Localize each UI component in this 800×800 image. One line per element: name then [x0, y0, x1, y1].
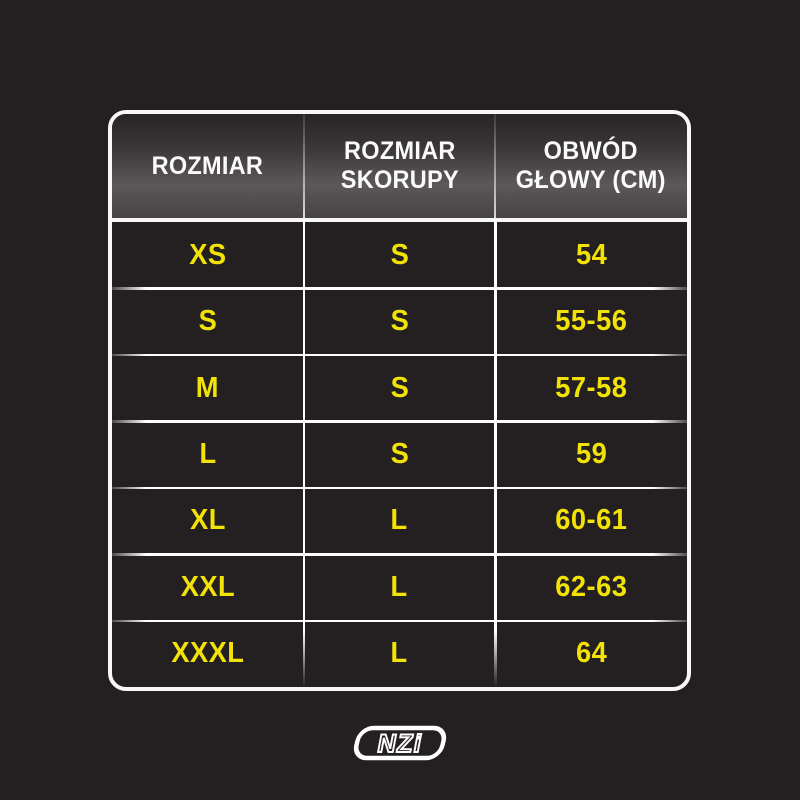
body-row-divider [112, 287, 687, 290]
table-row-cell: 60-61 [495, 488, 687, 554]
body-row-divider [112, 353, 687, 357]
head-circumference-value: 60-61 [555, 504, 628, 537]
body-row-divider [112, 486, 687, 490]
body-row-divider [112, 420, 687, 423]
shell-size-value: L [390, 637, 409, 670]
size-value: L [199, 437, 217, 470]
table-row-cell: 54 [495, 222, 687, 288]
head-circumference-value: 64 [575, 637, 607, 670]
size-value: S [198, 305, 218, 338]
table-row-cell: S [304, 288, 496, 354]
table-row-cell: L [304, 554, 496, 620]
shell-size-value: S [390, 238, 409, 271]
head-circumference-value: 62-63 [555, 570, 628, 603]
header-size-line1: ROZMIAR [152, 151, 264, 180]
shell-size-value: S [390, 305, 409, 338]
body-column-divider [302, 222, 306, 687]
head-circumference-value: 55-56 [555, 305, 628, 338]
size-value: XL [189, 504, 226, 537]
header-head-line2: GŁOWY (CM) [516, 166, 667, 194]
shell-size-value: L [390, 504, 409, 537]
header-shell-line2: SKORUPY [340, 166, 459, 194]
head-circumference-value: 59 [575, 437, 607, 470]
table-row-cell: L [304, 488, 496, 554]
shell-size-value: S [390, 371, 409, 404]
header-cell-head-circumference: OBWÓD GŁOWY (CM) [495, 114, 687, 218]
table-row-cell: XXL [112, 554, 304, 620]
table-row-cell: S [112, 288, 304, 354]
table-row-cell: 59 [495, 421, 687, 487]
nzi-logo-icon: NZi [353, 725, 447, 761]
header-column-divider [302, 114, 305, 218]
body-column-divider [494, 222, 497, 687]
body-row-divider [112, 619, 687, 623]
table-row-cell: XL [112, 488, 304, 554]
nzi-logo: NZi [348, 721, 452, 765]
size-value: XXXL [171, 637, 245, 670]
shell-size-value: L [390, 570, 409, 603]
header-column-divider [494, 114, 497, 218]
table-row-cell: S [304, 222, 496, 288]
table-row-cell: 55-56 [495, 288, 687, 354]
table-row-cell: L [304, 621, 496, 687]
table-row-cell: XXXL [112, 621, 304, 687]
table-row-cell: M [112, 355, 304, 421]
shell-size-value: S [390, 437, 409, 470]
table-body: XS S 54 S S 55-56 M S 57-58 L S 59 XL L … [112, 222, 687, 687]
size-value: XS [189, 238, 227, 271]
table-row-cell: 64 [495, 621, 687, 687]
header-head-line1: OBWÓD [544, 137, 639, 165]
header-cell-size: ROZMIAR [112, 114, 304, 218]
table-row-cell: L [112, 421, 304, 487]
size-value: XXL [180, 570, 236, 603]
header-cell-shell-size: ROZMIAR SKORUPY [304, 114, 496, 218]
table-row-cell: S [304, 421, 496, 487]
head-circumference-value: 57-58 [555, 371, 628, 404]
table-header-row: ROZMIAR ROZMIAR SKORUPY OBWÓD GŁOWY (CM) [112, 114, 687, 222]
table-row-cell: 57-58 [495, 355, 687, 421]
helmet-size-chart: ROZMIAR ROZMIAR SKORUPY OBWÓD GŁOWY (CM) [108, 110, 691, 691]
nzi-logo-text: NZi [378, 730, 423, 758]
table-row-cell: XS [112, 222, 304, 288]
header-shell-line1: ROZMIAR [343, 137, 456, 165]
body-row-divider [112, 553, 687, 556]
head-circumference-value: 54 [575, 238, 607, 271]
table-row-cell: S [304, 355, 496, 421]
table-row-cell: 62-63 [495, 554, 687, 620]
size-value: M [196, 371, 220, 404]
